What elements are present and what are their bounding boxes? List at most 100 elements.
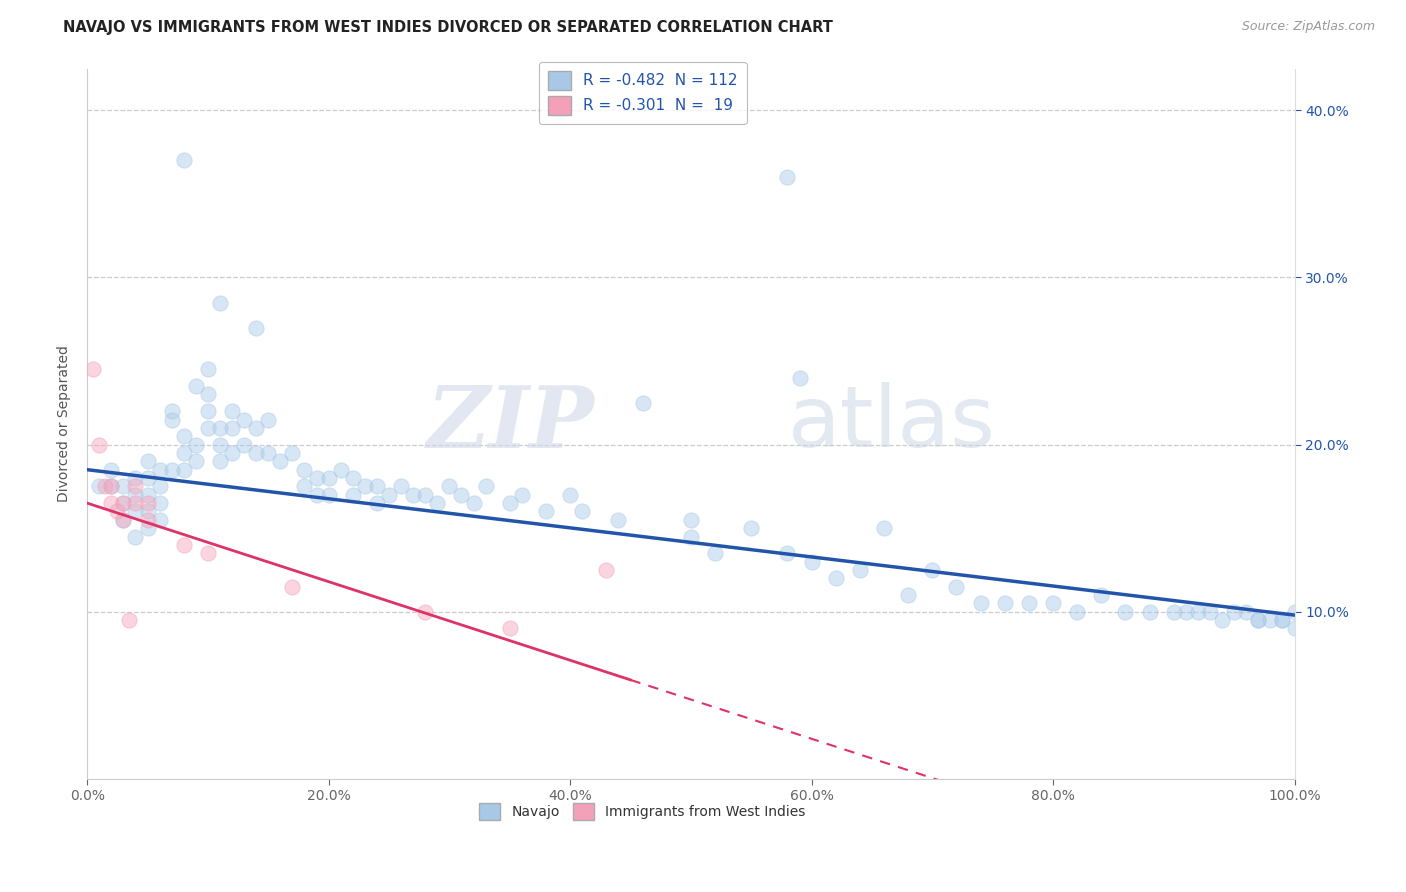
Point (124, 530, 146, 544)
Point (269, 454, 291, 468)
Point (118, 613, 141, 627)
Point (173, 538, 195, 552)
Point (607, 513, 630, 527)
Point (160, 463, 183, 477)
Point (378, 488, 401, 502)
Point (94, 479, 117, 493)
Point (136, 454, 159, 468)
Point (197, 362, 219, 376)
Point (366, 496, 388, 510)
Point (342, 488, 364, 502)
Text: atlas: atlas (787, 382, 995, 466)
Point (1234, 605, 1257, 619)
Point (1211, 613, 1233, 627)
Point (112, 513, 135, 527)
Point (824, 571, 846, 585)
Point (173, 153, 195, 168)
Point (389, 479, 412, 493)
Point (402, 488, 425, 502)
Legend: Navajo, Immigrants from West Indies: Navajo, Immigrants from West Indies (474, 797, 811, 825)
Point (1223, 605, 1246, 619)
Point (100, 463, 122, 477)
Point (1247, 613, 1270, 627)
Point (1247, 613, 1270, 627)
Point (233, 437, 256, 451)
Point (571, 504, 593, 518)
Point (329, 463, 352, 477)
Point (112, 496, 135, 510)
Point (305, 488, 328, 502)
Point (208, 437, 231, 451)
Point (558, 488, 581, 502)
Point (281, 446, 304, 460)
Point (305, 471, 328, 485)
Point (800, 555, 823, 569)
Point (208, 421, 231, 435)
Point (294, 463, 316, 477)
Point (173, 446, 195, 460)
Point (245, 446, 267, 460)
Point (124, 496, 146, 510)
Point (233, 412, 256, 426)
Point (221, 421, 243, 435)
Point (849, 563, 872, 577)
Point (149, 513, 172, 527)
Point (1163, 605, 1185, 619)
Point (1260, 613, 1282, 627)
Point (413, 605, 436, 619)
Point (112, 496, 135, 510)
Point (1284, 622, 1306, 636)
Point (534, 504, 557, 518)
Point (197, 546, 219, 560)
Point (1271, 613, 1294, 627)
Point (450, 488, 472, 502)
Text: ZIP: ZIP (426, 382, 595, 466)
Point (1199, 605, 1222, 619)
Point (149, 479, 172, 493)
Point (281, 580, 304, 594)
Point (245, 320, 267, 334)
Point (704, 546, 727, 560)
Point (149, 463, 172, 477)
Point (136, 496, 159, 510)
Point (197, 404, 219, 418)
Point (173, 429, 195, 443)
Point (100, 479, 122, 493)
Point (945, 580, 967, 594)
Point (105, 504, 128, 518)
Point (969, 596, 991, 610)
Point (89, 437, 111, 451)
Point (89, 479, 111, 493)
Point (1284, 605, 1306, 619)
Point (221, 404, 243, 418)
Point (160, 412, 183, 426)
Point (994, 596, 1017, 610)
Point (1139, 605, 1161, 619)
Point (740, 521, 762, 535)
Point (112, 513, 135, 527)
Point (257, 412, 280, 426)
Point (897, 588, 920, 602)
Point (318, 488, 340, 502)
Point (1018, 596, 1040, 610)
Point (1114, 605, 1136, 619)
Point (439, 479, 461, 493)
Text: NAVAJO VS IMMIGRANTS FROM WEST INDIES DIVORCED OR SEPARATED CORRELATION CHART: NAVAJO VS IMMIGRANTS FROM WEST INDIES DI… (63, 20, 834, 35)
Point (173, 463, 195, 477)
Point (474, 479, 496, 493)
Point (789, 370, 811, 384)
Point (184, 437, 207, 451)
Point (1042, 596, 1064, 610)
Point (1174, 605, 1197, 619)
Point (245, 421, 267, 435)
Point (776, 170, 799, 185)
Point (873, 521, 896, 535)
Point (921, 563, 943, 577)
Point (149, 496, 172, 510)
Point (318, 471, 340, 485)
Point (679, 530, 702, 544)
Point (679, 513, 702, 527)
Point (1187, 605, 1209, 619)
Point (499, 496, 522, 510)
Point (631, 396, 654, 410)
